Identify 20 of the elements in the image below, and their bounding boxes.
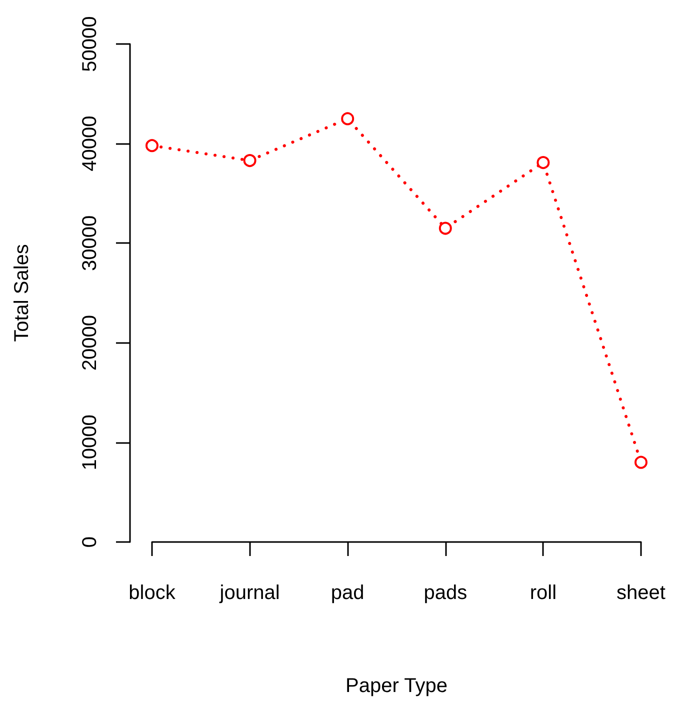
x-tick-label: sheet (616, 582, 666, 604)
x-tick-label: pad (330, 582, 364, 604)
x-tick-label: journal (218, 582, 280, 604)
point (634, 456, 648, 469)
y-tick-label: 20000 (79, 314, 101, 371)
x-tick-label: block (128, 582, 176, 604)
y-axis-title: Total Sales (11, 244, 33, 342)
point (341, 112, 354, 126)
point (438, 222, 452, 235)
point (243, 154, 256, 168)
y-tick-label: 10000 (79, 414, 101, 470)
y-tick-label: 0 (79, 536, 101, 548)
y-tick-label: 50000 (79, 16, 101, 72)
x-tick-label: roll (530, 582, 557, 604)
point (536, 156, 550, 170)
x-axis-title: Paper Type (346, 675, 448, 697)
x-tick-label: pads (424, 582, 468, 604)
y-tick-label: 30000 (79, 215, 101, 272)
point (146, 139, 158, 152)
y-tick-label: 40000 (79, 116, 101, 172)
